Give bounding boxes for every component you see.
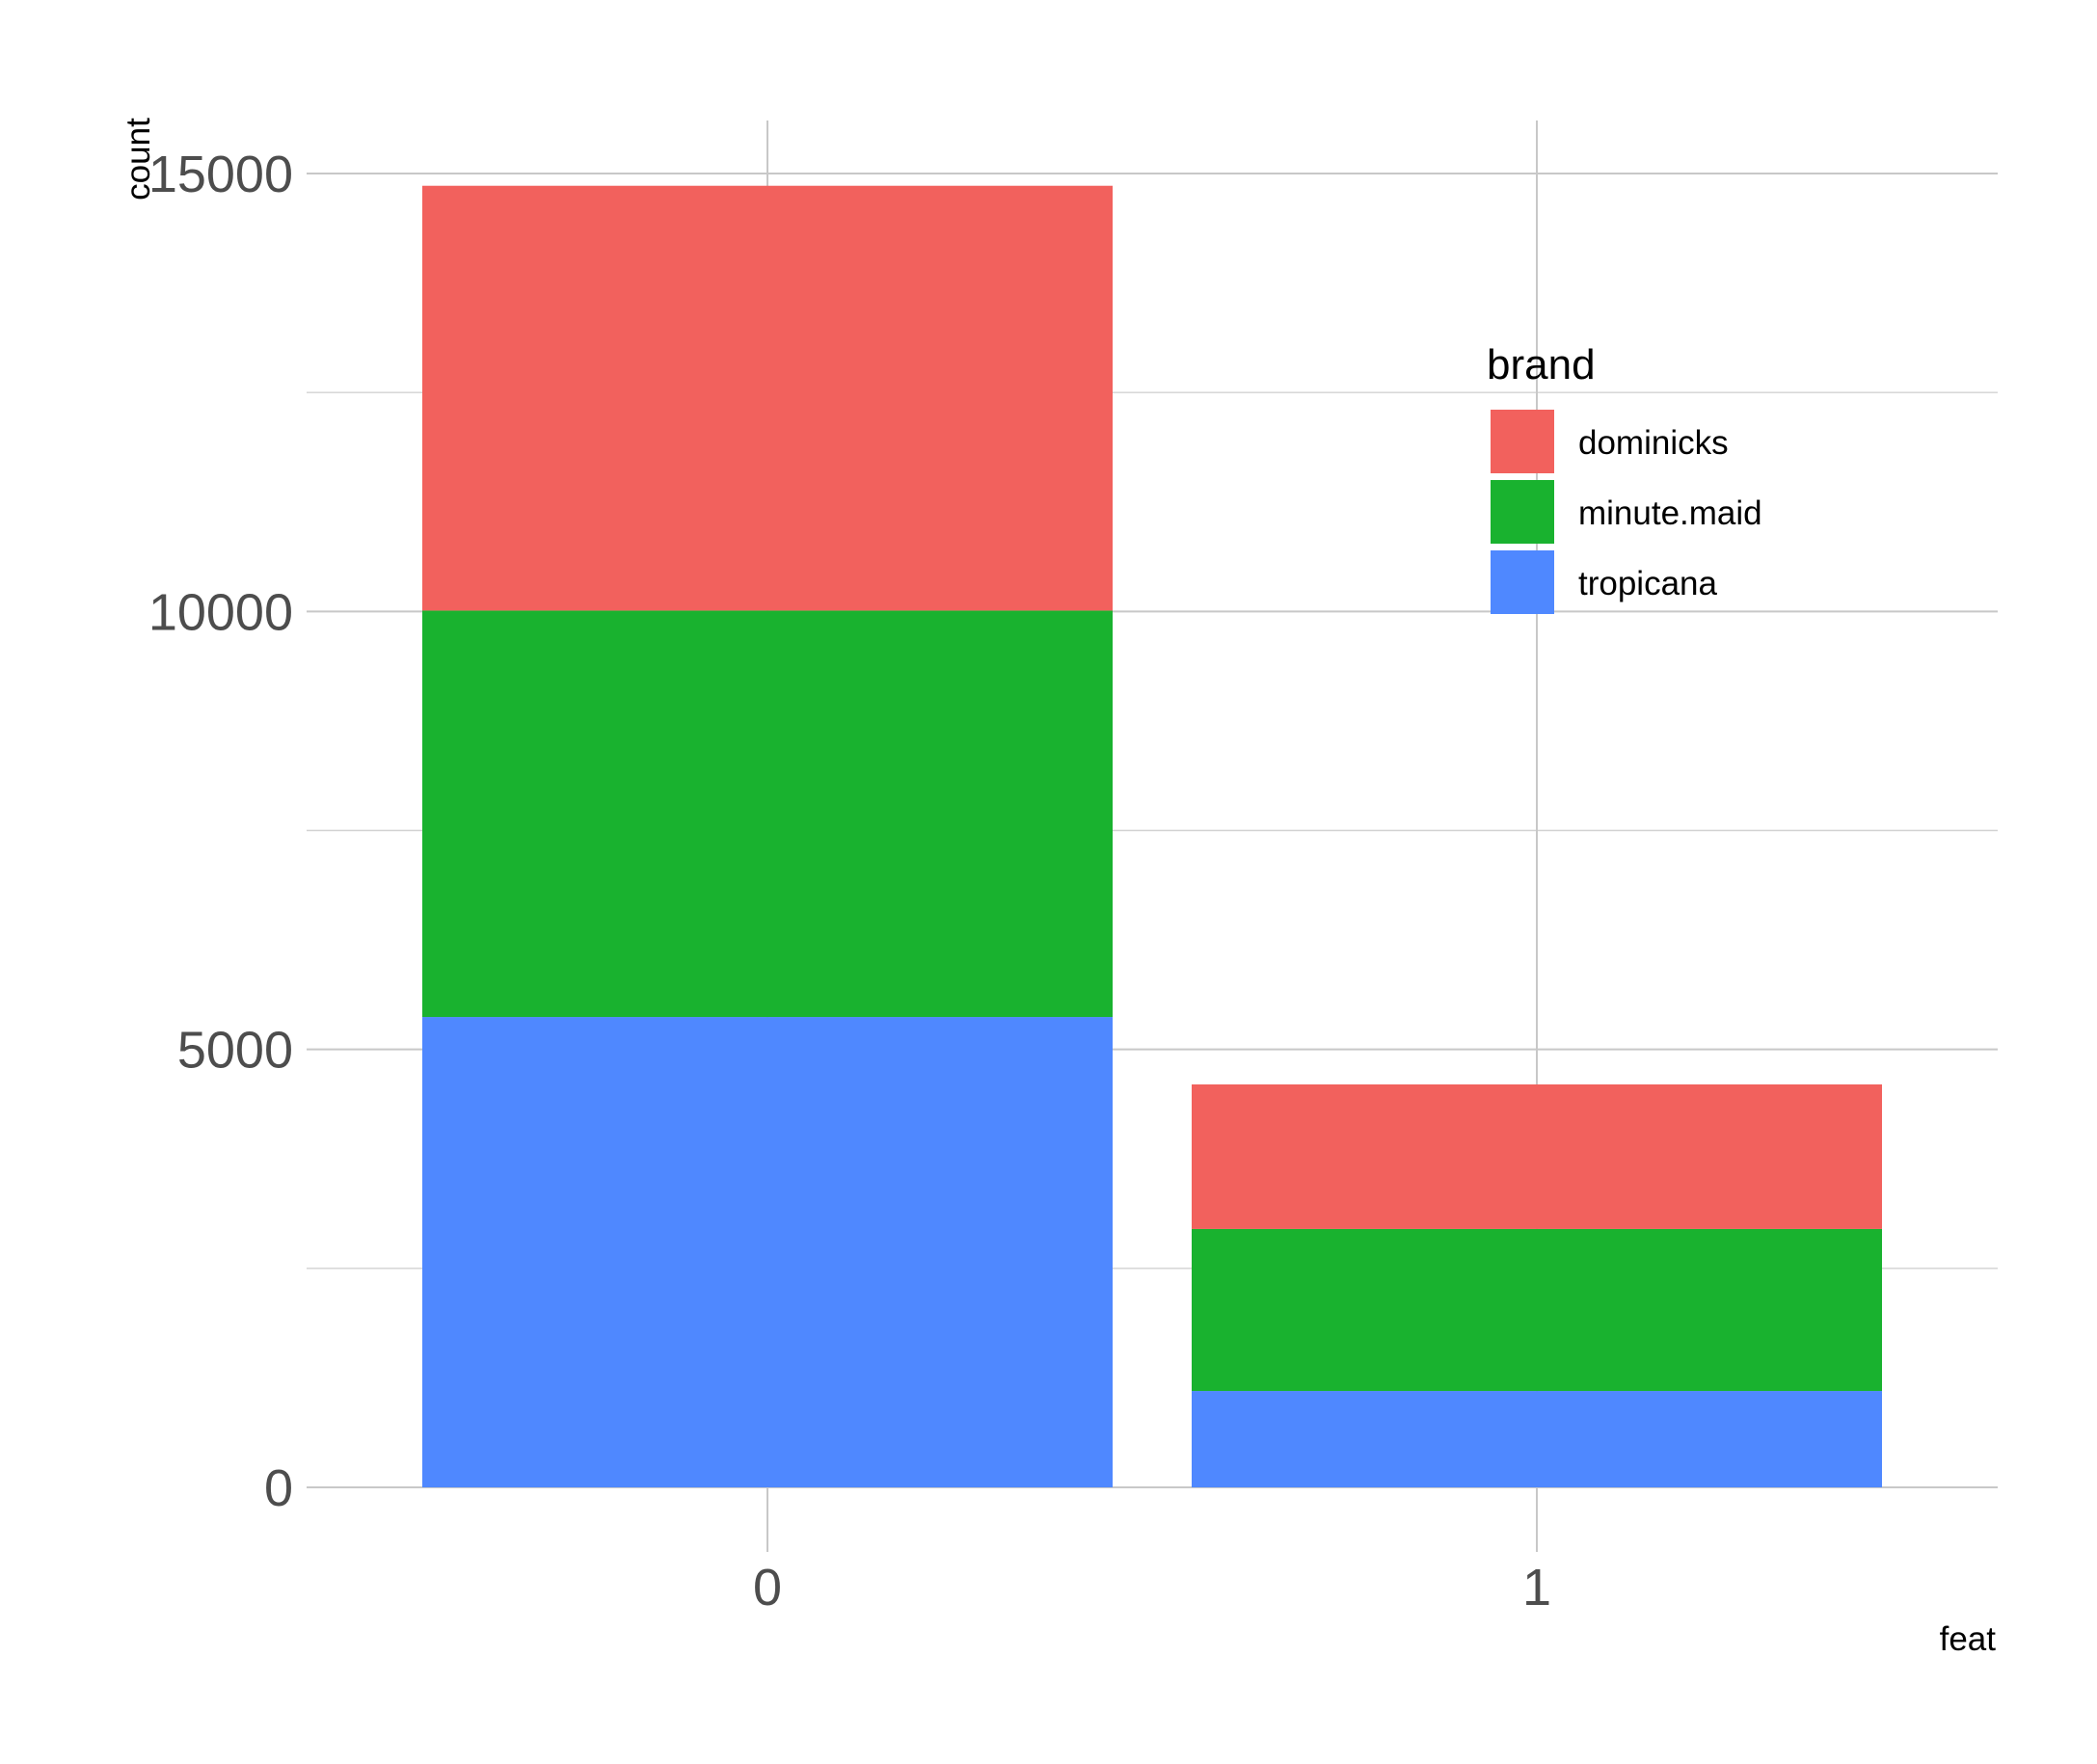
bars [422,185,1882,1487]
y-tick-label: 15000 [148,146,293,203]
y-tick-label: 5000 [177,1022,293,1080]
y-axis-ticks: 0 5000 10000 15000 [148,146,293,1517]
y-tick-label: 0 [264,1459,293,1517]
legend-label-tropicana: tropicana [1578,565,1718,602]
bar-tropicana-feat-1 [1192,1391,1882,1487]
bar-minute-maid-feat-0 [422,610,1113,1018]
legend-label-dominicks: dominicks [1578,424,1729,462]
legend-label-minute-maid: minute.maid [1578,494,1762,532]
bar-tropicana-feat-0 [422,1017,1113,1487]
legend-title: brand [1487,341,1596,388]
bar-dominicks-feat-1 [1192,1084,1882,1229]
bar-minute-maid-feat-1 [1192,1228,1882,1392]
legend-key-minute-maid [1491,480,1554,544]
x-axis-title: feat [1940,1620,1997,1658]
x-tick-label: 0 [753,1559,782,1617]
legend-key-dominicks [1491,410,1554,473]
x-tick-label: 1 [1522,1559,1551,1617]
bar-dominicks-feat-0 [422,185,1113,611]
legend: brand dominicks minute.maid tropicana [1487,341,1762,614]
legend-key-tropicana [1491,550,1554,614]
y-axis-title: count [120,118,157,200]
y-tick-label: 10000 [148,583,293,641]
